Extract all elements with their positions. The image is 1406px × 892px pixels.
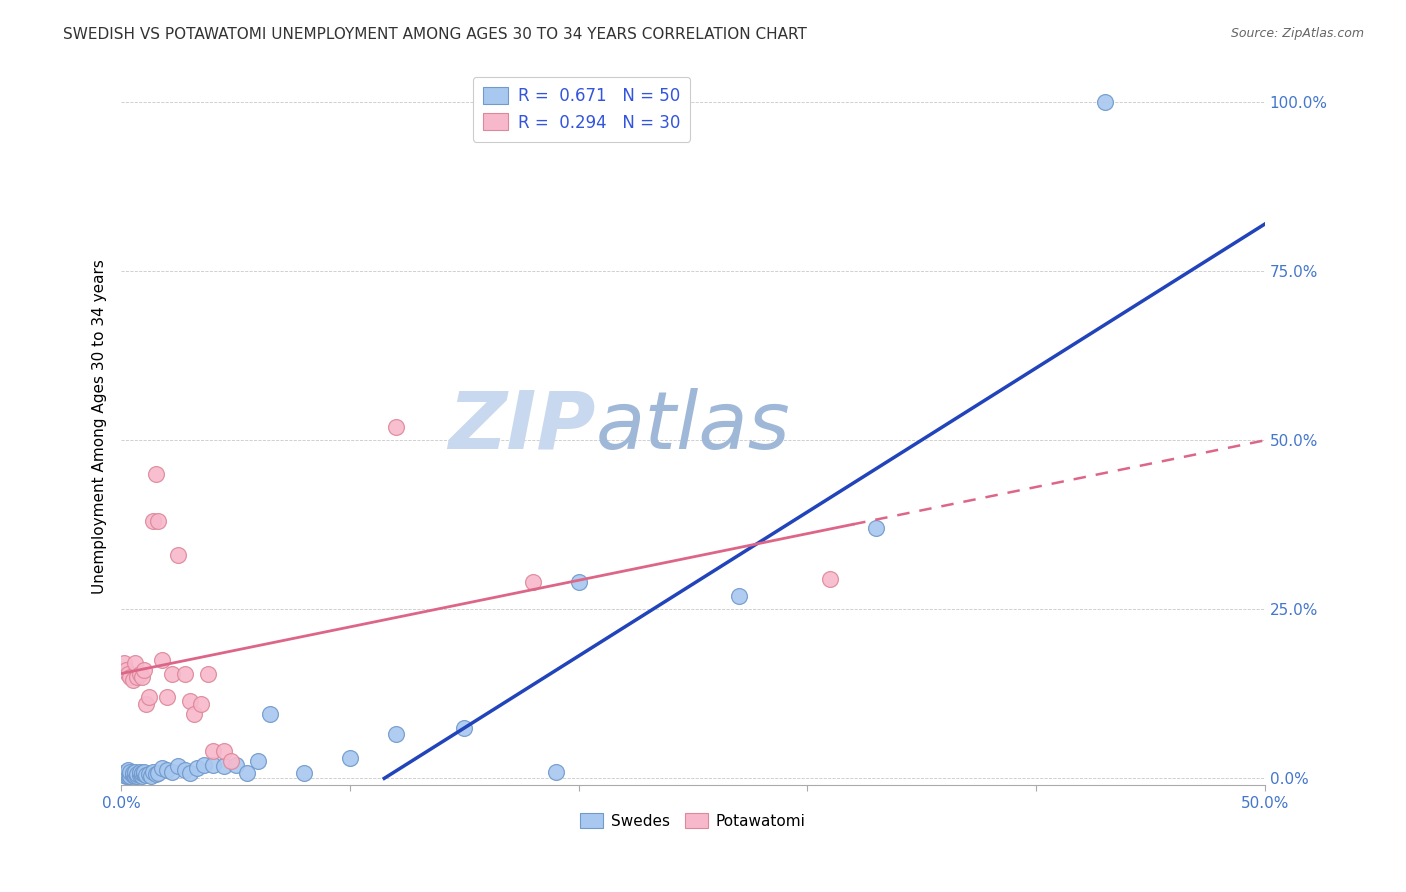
- Point: [201, 744, 224, 758]
- Point: [127, 769, 149, 783]
- Text: SWEDISH VS POTAWATOMI UNEMPLOYMENT AMONG AGES 30 TO 34 YEARS CORRELATION CHART: SWEDISH VS POTAWATOMI UNEMPLOYMENT AMONG…: [63, 27, 807, 42]
- Point: [145, 767, 167, 781]
- Point: [114, 764, 136, 779]
- Point: [120, 670, 142, 684]
- Point: [156, 690, 179, 705]
- Point: [522, 575, 544, 590]
- Point: [120, 765, 142, 780]
- Point: [131, 766, 153, 780]
- Point: [135, 697, 157, 711]
- Point: [121, 673, 143, 688]
- Y-axis label: Unemployment Among Ages 30 to 34 years: Unemployment Among Ages 30 to 34 years: [93, 260, 107, 594]
- Point: [128, 666, 150, 681]
- Point: [142, 765, 165, 780]
- Point: [124, 769, 146, 783]
- Point: [114, 769, 136, 783]
- Point: [186, 761, 208, 775]
- Point: [120, 769, 142, 783]
- Point: [174, 763, 197, 777]
- Point: [145, 467, 167, 482]
- Point: [135, 768, 157, 782]
- Point: [112, 657, 135, 671]
- Point: [865, 521, 887, 535]
- Point: [139, 769, 162, 783]
- Point: [384, 727, 406, 741]
- Point: [568, 575, 591, 590]
- Point: [132, 767, 155, 781]
- Point: [174, 666, 197, 681]
- Point: [132, 764, 155, 779]
- Point: [124, 657, 146, 671]
- Point: [142, 515, 165, 529]
- Point: [131, 670, 153, 684]
- Point: [117, 763, 139, 777]
- Point: [167, 548, 190, 562]
- Point: [247, 755, 270, 769]
- Point: [820, 572, 842, 586]
- Point: [201, 757, 224, 772]
- Point: [127, 766, 149, 780]
- Point: [160, 666, 183, 681]
- Point: [128, 768, 150, 782]
- Point: [127, 670, 149, 684]
- Point: [339, 751, 361, 765]
- Point: [146, 766, 169, 780]
- Point: [121, 766, 143, 780]
- Point: [179, 766, 201, 780]
- Point: [131, 769, 153, 783]
- Text: ZIP: ZIP: [449, 388, 596, 466]
- Point: [219, 755, 242, 769]
- Point: [212, 759, 235, 773]
- Point: [150, 653, 173, 667]
- Point: [112, 768, 135, 782]
- Point: [138, 766, 160, 780]
- Point: [727, 589, 749, 603]
- Point: [160, 764, 183, 779]
- Point: [259, 707, 281, 722]
- Point: [146, 515, 169, 529]
- Point: [114, 663, 136, 677]
- Text: atlas: atlas: [596, 388, 790, 466]
- Point: [236, 766, 259, 780]
- Point: [150, 761, 173, 775]
- Point: [138, 690, 160, 705]
- Point: [121, 768, 143, 782]
- Point: [197, 666, 219, 681]
- Point: [117, 769, 139, 783]
- Point: [117, 666, 139, 681]
- Point: [128, 765, 150, 780]
- Point: [190, 697, 212, 711]
- Point: [167, 759, 190, 773]
- Point: [124, 764, 146, 779]
- Point: [183, 707, 205, 722]
- Point: [156, 763, 179, 777]
- Point: [193, 757, 215, 772]
- Point: [112, 766, 135, 780]
- Legend: Swedes, Potawatomi: Swedes, Potawatomi: [574, 806, 811, 835]
- Point: [453, 721, 475, 735]
- Point: [544, 764, 567, 779]
- Point: [292, 766, 315, 780]
- Point: [117, 766, 139, 780]
- Point: [384, 419, 406, 434]
- Point: [179, 693, 201, 707]
- Point: [1094, 95, 1116, 110]
- Text: Source: ZipAtlas.com: Source: ZipAtlas.com: [1230, 27, 1364, 40]
- Point: [212, 744, 235, 758]
- Point: [132, 663, 155, 677]
- Point: [225, 757, 247, 772]
